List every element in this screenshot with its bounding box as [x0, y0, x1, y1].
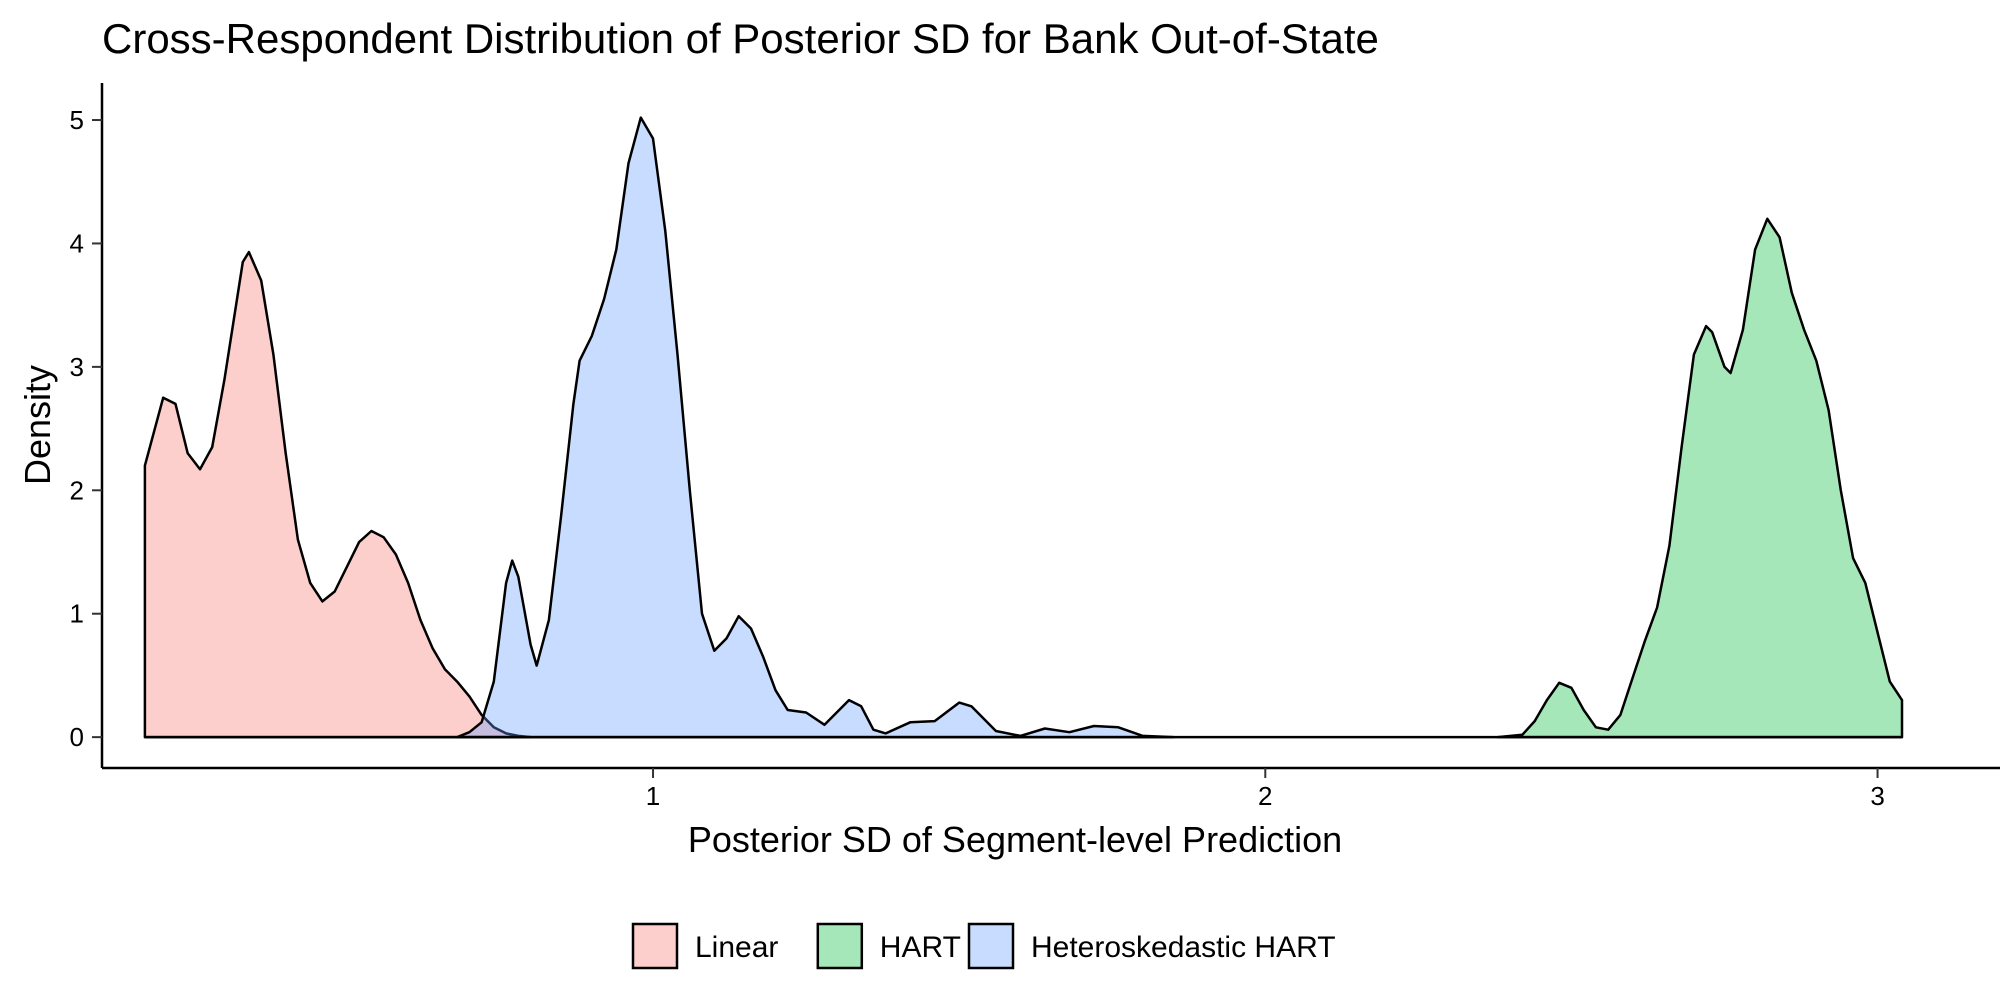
y-axis-ticks: 0 1 2 3 4 5 — [70, 105, 102, 752]
x-axis-ticks: 1 2 3 — [646, 768, 1885, 811]
legend-key-heteroskedastic-hart — [967, 922, 1015, 970]
legend-item-hart: HART — [816, 922, 961, 970]
plot-area: 1 2 3 0 1 2 3 4 5 — [70, 83, 2000, 811]
legend-key-linear — [631, 922, 679, 970]
legend-label-heteroskedastic-hart: Heteroskedastic HART — [1031, 931, 1336, 964]
y-tick-label: 4 — [70, 228, 84, 258]
x-axis-title: Posterior SD of Segment-level Prediction — [688, 819, 1342, 860]
legend: Linear HART Heteroskedastic HART — [631, 922, 1336, 970]
legend-item-linear: Linear — [631, 922, 778, 970]
legend-label-hart: HART — [880, 931, 961, 964]
y-tick-label: 5 — [70, 105, 84, 135]
y-tick-label: 0 — [70, 722, 84, 752]
chart-title: Cross-Respondent Distribution of Posteri… — [102, 15, 1379, 62]
density-area-linear — [143, 250, 532, 739]
density-series-group — [143, 116, 1904, 739]
legend-key-hart — [816, 922, 864, 970]
legend-label-linear: Linear — [695, 931, 778, 964]
y-axis-title: Density — [17, 365, 58, 485]
y-tick-label: 3 — [70, 352, 84, 382]
x-tick-label: 2 — [1258, 781, 1272, 811]
y-tick-label: 1 — [70, 599, 84, 629]
x-tick-label: 1 — [646, 781, 660, 811]
x-tick-label: 3 — [1870, 781, 1884, 811]
legend-item-heteroskedastic-hart: Heteroskedastic HART — [967, 922, 1336, 970]
density-area-hart — [1496, 217, 1904, 739]
density-area-heteroskedastic-hart — [455, 116, 1175, 739]
y-tick-label: 2 — [70, 475, 84, 505]
